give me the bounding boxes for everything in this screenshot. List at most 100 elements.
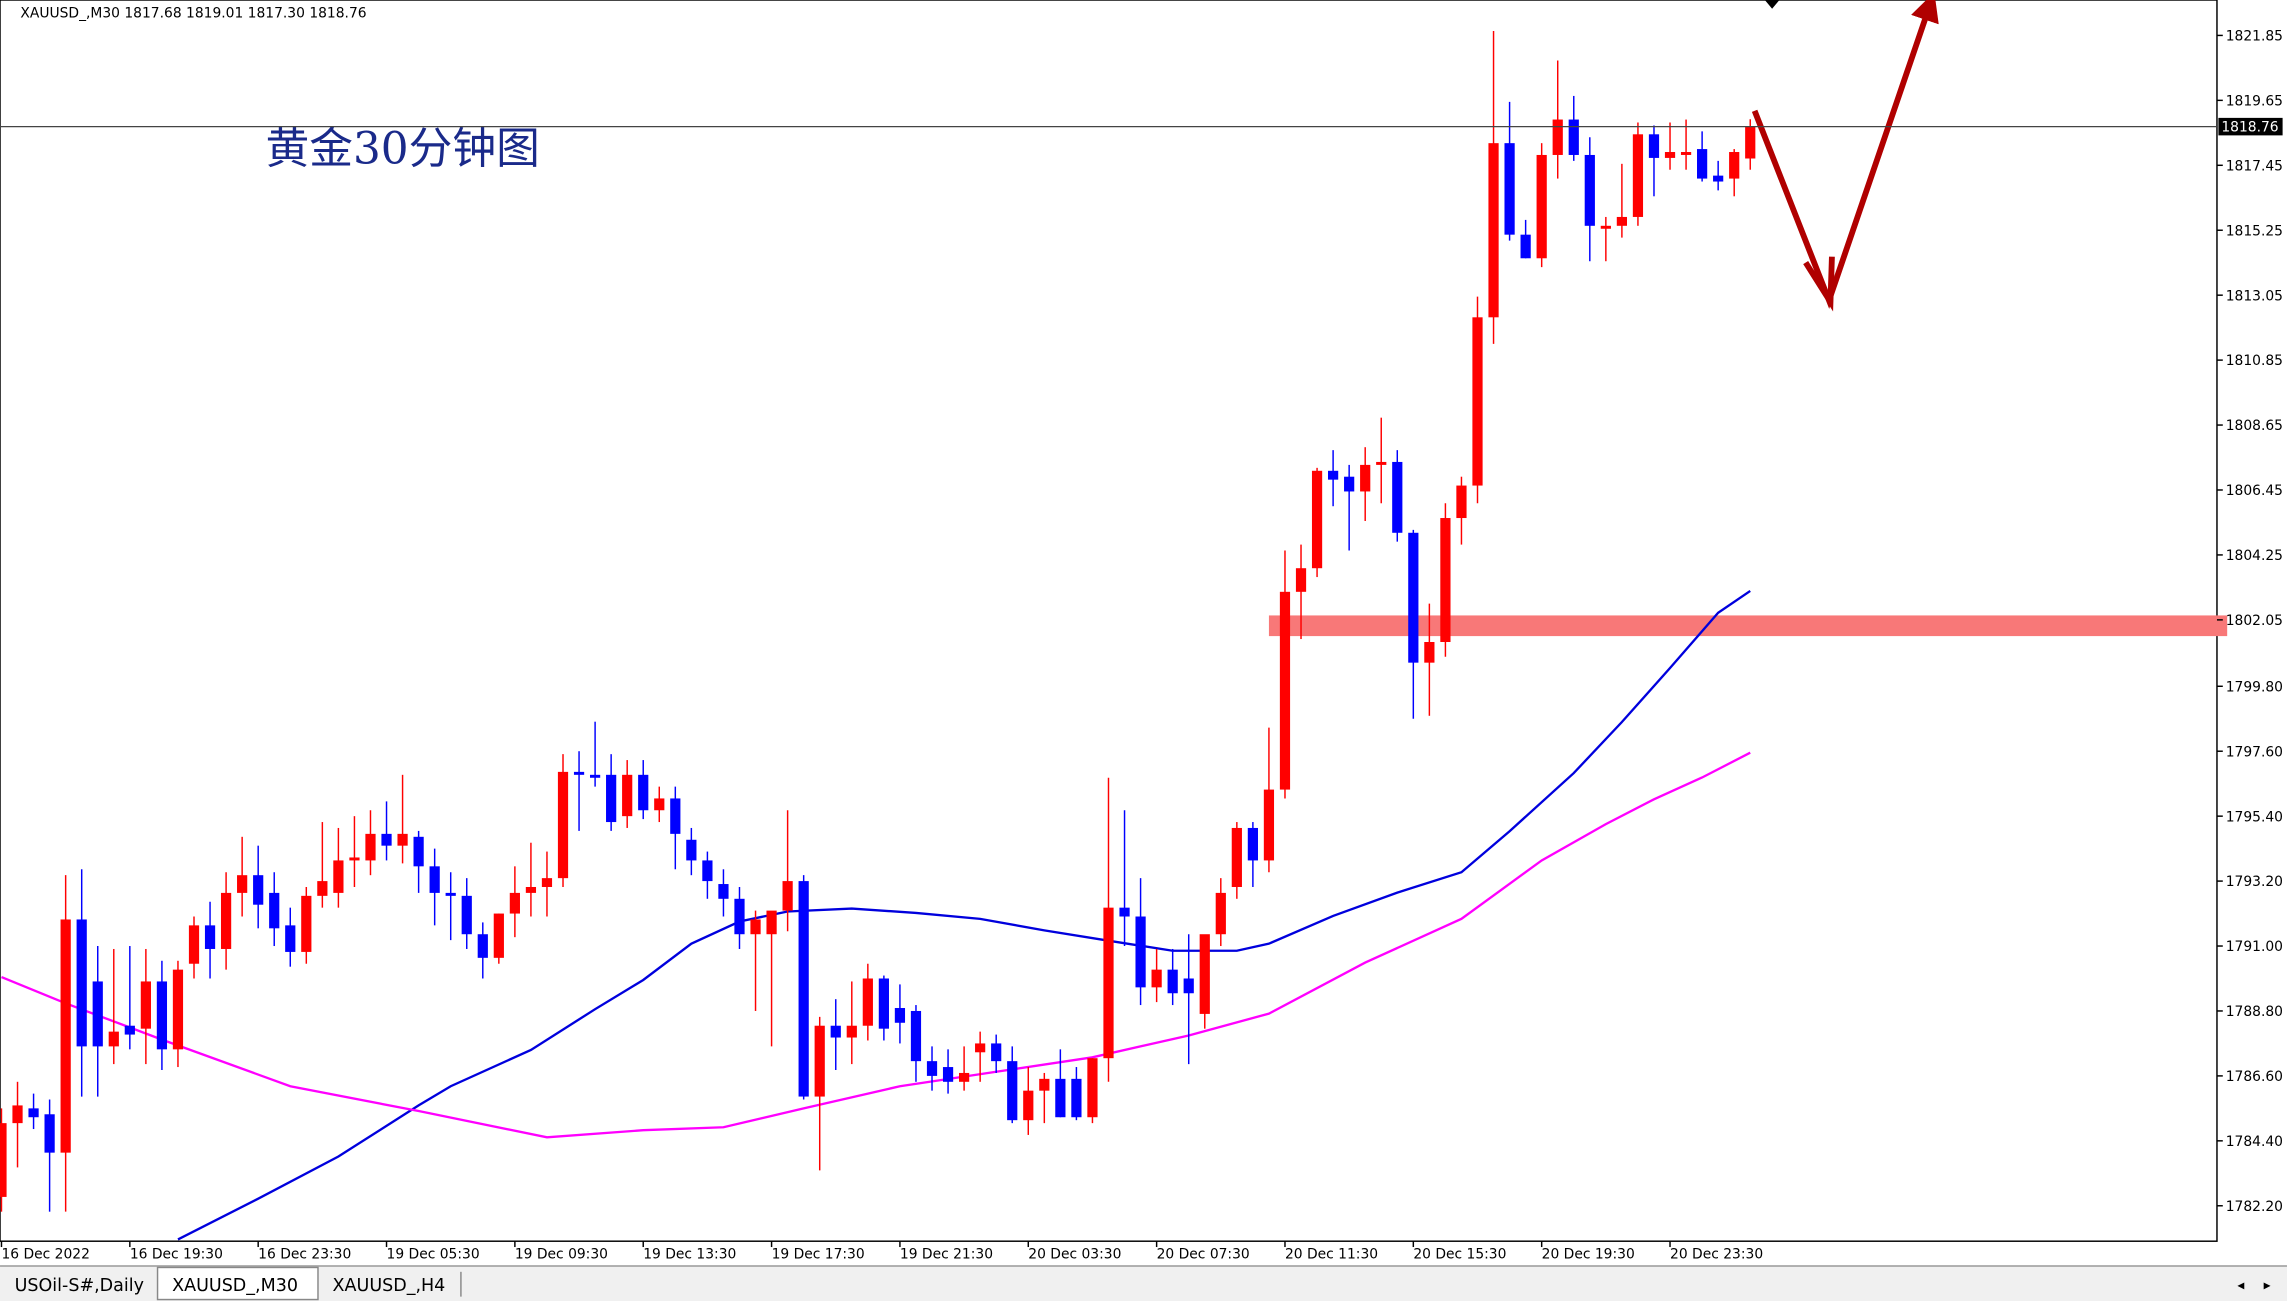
candle-body — [237, 875, 248, 893]
y-tick-label: 1817.45 — [2226, 158, 2283, 174]
tab[interactable]: USOil-S#,Daily — [15, 1276, 144, 1296]
tab-bar — [0, 1265, 2287, 1301]
candle-body — [253, 875, 264, 905]
candle-body — [541, 878, 553, 887]
y-tick-label: 1806.45 — [2226, 483, 2283, 499]
candle-body — [1007, 1061, 1018, 1121]
candle-body — [188, 925, 200, 964]
candle-body — [317, 881, 328, 896]
candle-body — [413, 836, 424, 867]
candle-body — [172, 969, 184, 1050]
y-tick-label: 1815.25 — [2226, 223, 2283, 239]
candle-body — [670, 798, 681, 834]
candle-body — [1600, 225, 1611, 229]
y-tick-label: 1810.85 — [2226, 353, 2283, 369]
x-tick-label: 20 Dec 23:30 — [1670, 1247, 1763, 1263]
y-tick-label: 1819.65 — [2226, 93, 2283, 109]
candle-body — [1215, 892, 1226, 935]
candle-body — [1151, 969, 1162, 988]
candle-body — [28, 1108, 39, 1118]
candle-body — [1263, 789, 1275, 861]
y-tick-label: 1797.60 — [2226, 744, 2283, 760]
candle-body — [702, 860, 713, 882]
candle-body — [108, 1031, 119, 1047]
x-tick-label: 20 Dec 11:30 — [1285, 1247, 1378, 1263]
candle-body — [862, 978, 873, 1026]
candle-body — [1664, 152, 1676, 158]
candle-body — [830, 1025, 841, 1038]
annotation: 黄金30分钟图 — [265, 123, 539, 174]
candle-body — [1697, 149, 1708, 179]
candle-body — [1729, 152, 1740, 179]
y-tick-label: 1786.60 — [2226, 1069, 2283, 1085]
y-tick-label: 1791.00 — [2226, 939, 2283, 955]
candle-body — [573, 771, 585, 775]
candle-body — [1616, 216, 1627, 226]
candle-body — [1713, 175, 1724, 182]
candle-body — [285, 925, 296, 952]
candle-body — [1504, 143, 1515, 235]
candle-body — [397, 833, 408, 846]
candle-body — [1632, 134, 1644, 217]
candle-body — [1295, 568, 1307, 592]
candle-body — [1680, 152, 1692, 155]
scroll-left[interactable]: ◂ — [2237, 1277, 2244, 1293]
candle-body — [1392, 461, 1403, 533]
tab[interactable]: XAUUSD_,H4 — [333, 1276, 446, 1296]
candle-body — [1344, 476, 1355, 492]
candle-body — [1440, 518, 1451, 642]
active-tab[interactable] — [156, 1266, 319, 1301]
header: XAUUSD_,M30 1817.68 1819.01 1817.30 1818… — [20, 6, 366, 22]
y-tick-label: 1784.40 — [2226, 1134, 2283, 1150]
y-tick-label: 1795.40 — [2226, 809, 2283, 825]
scroll-right[interactable]: ▸ — [2264, 1277, 2271, 1293]
candle-body — [686, 839, 697, 861]
x-tick-label: 19 Dec 21:30 — [900, 1247, 993, 1263]
candle-body — [878, 978, 889, 1029]
candle-body — [477, 934, 488, 958]
y-tick-label: 1788.80 — [2226, 1004, 2283, 1020]
tab[interactable]: XAUUSD_,M30 — [172, 1276, 298, 1296]
candle-body — [1472, 317, 1483, 486]
x-tick-label: 16 Dec 23:30 — [258, 1247, 351, 1263]
candle-body — [1648, 134, 1660, 158]
y-tick-label: 1808.65 — [2226, 418, 2283, 434]
x-tick-label: 20 Dec 15:30 — [1413, 1247, 1506, 1263]
candle-body — [333, 860, 344, 893]
candle-body — [782, 881, 793, 911]
candle-body — [1199, 934, 1210, 1014]
candle-body — [991, 1043, 1002, 1062]
candle-body — [461, 895, 472, 935]
candle-body — [525, 886, 537, 893]
candle-body — [1456, 485, 1467, 519]
candle-body — [1119, 907, 1130, 917]
x-tick-label: 19 Dec 13:30 — [643, 1247, 736, 1263]
candle-body — [44, 1114, 55, 1153]
candle-body — [0, 1123, 7, 1197]
y-tick-label: 1802.05 — [2226, 613, 2283, 629]
candle-body — [1087, 1058, 1098, 1118]
candle-body — [365, 833, 376, 861]
candle-body — [1408, 532, 1419, 663]
zone — [1268, 615, 2228, 637]
candle-body — [1103, 907, 1114, 1059]
candle-body — [1745, 126, 1756, 159]
candle-body — [958, 1072, 970, 1082]
y-tick-label: 1799.80 — [2226, 679, 2283, 695]
candle-body — [766, 910, 777, 935]
candle-body — [156, 981, 168, 1050]
candle-body — [1568, 119, 1579, 155]
candle-body — [1424, 641, 1435, 663]
candle-body — [1520, 234, 1531, 259]
candle-body — [381, 833, 392, 846]
y-tick-label: 1821.85 — [2226, 29, 2283, 45]
candle-body — [1247, 827, 1258, 861]
candle-body — [12, 1105, 23, 1124]
y-tick-label: 1813.05 — [2226, 288, 2283, 304]
candle-body — [76, 919, 87, 1047]
current-price-box — [2218, 117, 2283, 136]
x-tick-label: 19 Dec 09:30 — [515, 1247, 608, 1263]
candle-body — [204, 925, 216, 949]
candle-body — [894, 1008, 906, 1023]
